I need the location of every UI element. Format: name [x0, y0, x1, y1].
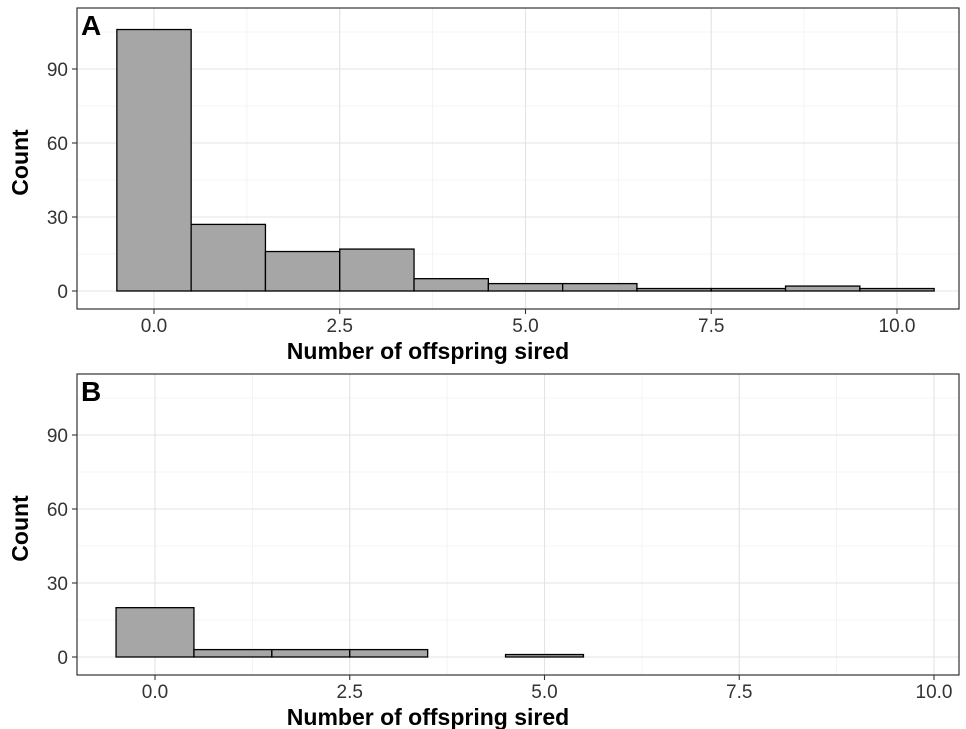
y-tick-label: 60	[47, 134, 68, 155]
x-tick-label: 10.0	[916, 682, 953, 703]
y-tick-label: 0	[57, 648, 68, 669]
bar	[271, 648, 351, 658]
y-tick-label: 90	[47, 426, 68, 447]
bar	[859, 287, 935, 292]
x-axis-title: Number of offspring sired	[287, 338, 569, 364]
x-tick-label: 7.5	[698, 316, 724, 337]
bar	[264, 250, 341, 292]
bar	[349, 648, 429, 658]
x-tick-label: 7.5	[726, 682, 752, 703]
bar	[115, 607, 195, 658]
plot-frame	[76, 373, 960, 676]
bar	[562, 282, 638, 292]
bar	[636, 287, 712, 292]
x-tick-label: 2.5	[337, 682, 363, 703]
bar	[710, 287, 787, 292]
panel-b: 0 30 60 90 0.0 2.5 5.0 7.5 10.0 Number of offspri…	[7, 373, 960, 729]
x-tick-label: 5.0	[531, 682, 557, 703]
bar	[784, 285, 861, 292]
bar	[190, 223, 267, 292]
bar	[193, 648, 273, 658]
panel-a: 0 30 60 90 0.0 2.5 5.0 7.5 10.0 Number of offspri…	[7, 7, 960, 364]
plot-frame	[76, 7, 960, 310]
y-tick-label: 0	[57, 282, 68, 303]
x-tick-label: 0.0	[142, 682, 168, 703]
y-tick-label: 60	[47, 500, 68, 521]
y-tick-label: 30	[47, 574, 68, 595]
x-axis-title: Number of offspring sired	[287, 704, 569, 729]
panel-letter: B	[81, 376, 101, 407]
x-tick-label: 5.0	[512, 316, 538, 337]
y-tick-label: 30	[47, 208, 68, 229]
bar	[487, 282, 564, 292]
bar	[339, 248, 415, 292]
x-tick-label: 10.0	[879, 316, 916, 337]
bar	[116, 28, 192, 292]
x-tick-label: 2.5	[327, 316, 353, 337]
panel-letter: A	[81, 10, 101, 41]
y-axis-title: Count	[7, 495, 33, 562]
y-axis-title: Count	[7, 129, 33, 196]
x-tick-label: 0.0	[141, 316, 167, 337]
bar	[413, 278, 489, 292]
y-tick-label: 90	[47, 60, 68, 81]
bar	[504, 653, 585, 658]
